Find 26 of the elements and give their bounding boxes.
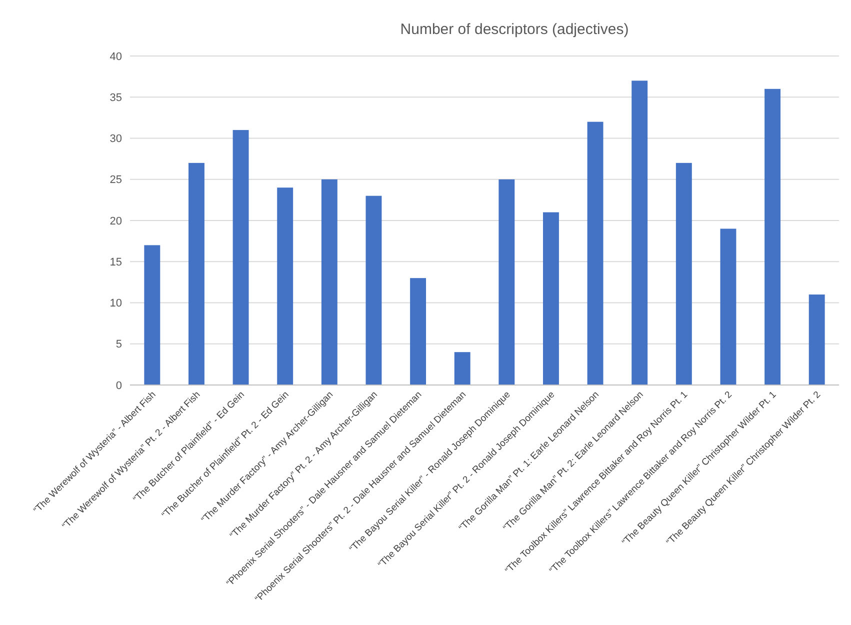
y-tick-label: 10 <box>110 298 122 310</box>
bar <box>410 278 426 385</box>
bar <box>632 80 648 385</box>
y-tick-label: 20 <box>110 215 122 228</box>
bar <box>587 122 604 385</box>
y-tick-label: 40 <box>110 50 122 63</box>
bar <box>542 212 559 385</box>
bar <box>321 179 338 385</box>
bar <box>232 130 249 385</box>
bar <box>454 352 470 385</box>
bar <box>498 179 515 385</box>
y-tick-label: 5 <box>116 338 122 351</box>
bar <box>808 294 825 385</box>
y-tick-label: 25 <box>110 174 122 186</box>
bar <box>720 228 736 385</box>
bar <box>366 196 382 385</box>
y-tick-label: 0 <box>116 380 122 392</box>
bar <box>188 162 204 385</box>
bar <box>764 88 781 385</box>
y-tick-label: 30 <box>110 133 122 146</box>
bar <box>277 188 294 385</box>
y-tick-label: 15 <box>110 256 122 268</box>
y-tick-label: 35 <box>110 92 122 104</box>
bar <box>676 162 692 385</box>
bar <box>144 245 160 385</box>
chart-title: Number of descriptors (adjectives) <box>400 21 629 38</box>
